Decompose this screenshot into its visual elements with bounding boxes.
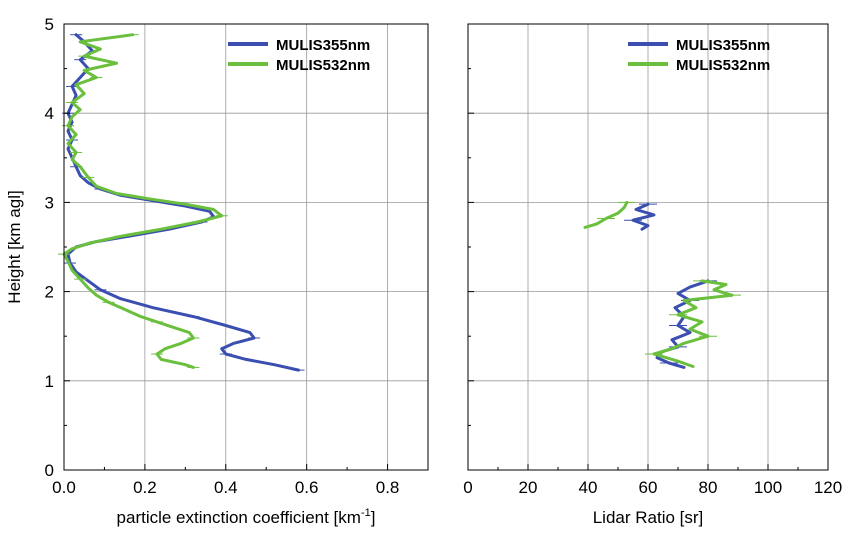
x-tick-label: 60: [639, 478, 658, 497]
x-tick-label: 0.4: [214, 478, 238, 497]
extinction-tick-labels: 0.0 0.2 0.4 0.6 0.8 0 1 2 3 4 5: [45, 15, 400, 497]
x-tick-label: 80: [699, 478, 718, 497]
lidar-ratio-grid: [468, 24, 828, 470]
extinction-legend: MULIS355nm MULIS532nm: [228, 37, 370, 74]
extinction-series: [58, 33, 305, 372]
extinction-plot-frame: [63, 23, 429, 471]
extinction-x-axis-label-superscript: -1: [361, 507, 371, 519]
x-tick-label: 20: [519, 478, 538, 497]
height-y-axis-label: Height [km agl]: [5, 190, 24, 303]
series-line: [583, 200, 629, 229]
legend-label: MULIS532nm: [276, 57, 370, 74]
extinction-x-axis-label-main: particle extinction coefficient [km: [117, 508, 361, 527]
y-tick-label: 2: [45, 283, 54, 302]
series-line: [631, 202, 656, 231]
x-tick-label: 40: [579, 478, 598, 497]
y-tick-label: 3: [45, 193, 54, 212]
x-tick-label: 0.2: [133, 478, 157, 497]
y-tick-label: 4: [45, 104, 54, 123]
series-line: [652, 279, 734, 368]
extinction-grid: [64, 24, 428, 470]
y-tick-label: 1: [45, 372, 54, 391]
x-tick-label: 120: [814, 478, 842, 497]
legend-label: MULIS355nm: [276, 37, 370, 54]
y-tick-label: 5: [45, 15, 54, 34]
x-tick-label: 100: [754, 478, 782, 497]
legend-label: MULIS355nm: [676, 37, 770, 54]
extinction-x-axis-label-end: ]: [371, 508, 376, 527]
lidar-ratio-x-axis-label: Lidar Ratio [sr]: [593, 508, 704, 527]
lidar-ratio-legend: MULIS355nm MULIS532nm: [628, 37, 770, 74]
lidar-ratio-panel: 0 20 40 60 80 100 120 MULIS355nm MULIS532nm Lid…: [463, 23, 842, 527]
x-tick-label: 0: [463, 478, 472, 497]
lidar-ratio-series: [583, 200, 741, 369]
x-tick-label: 0.8: [376, 478, 400, 497]
y-tick-label: 0: [45, 461, 54, 480]
extinction-x-axis-label: particle extinction coefficient [km-1]: [117, 507, 376, 527]
legend-label: MULIS532nm: [676, 57, 770, 74]
extinction-panel: 0.0 0.2 0.4 0.6 0.8 0 1 2 3 4 5 MULIS355nm MULIS532…: [5, 15, 429, 527]
lidar-ratio-tick-labels: 0 20 40 60 80 100 120: [463, 23, 842, 497]
x-tick-label: 0.6: [295, 478, 319, 497]
series-line: [655, 279, 710, 369]
x-tick-label: 0.0: [52, 478, 76, 497]
